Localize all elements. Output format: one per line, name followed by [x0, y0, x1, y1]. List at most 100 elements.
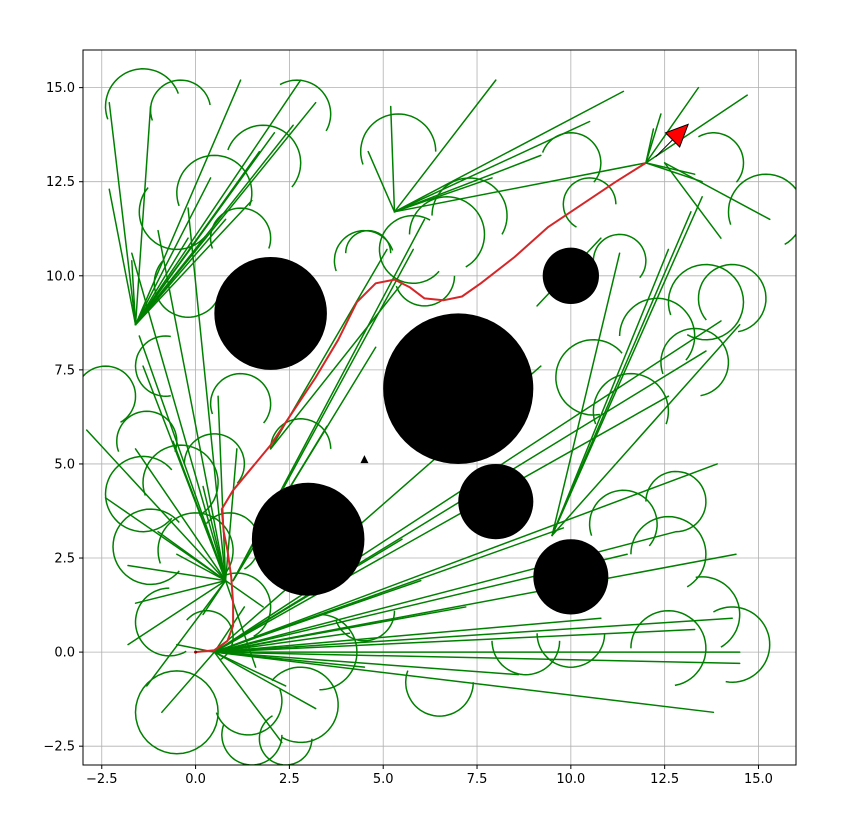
tree-branch	[645, 113, 662, 164]
tree-turn-arc	[618, 297, 696, 361]
tree-turn-arc	[588, 489, 658, 547]
tree-turn-arc	[209, 207, 272, 249]
tree-branch	[146, 579, 227, 687]
tree-turn-arc	[112, 508, 180, 586]
tree-branch	[187, 207, 227, 582]
tree-turn-arc	[695, 576, 741, 648]
tree-turn-arc	[555, 339, 623, 416]
x-tick-label: 5.0	[373, 772, 394, 787]
tree-branch	[393, 79, 497, 213]
tree-branch	[393, 154, 542, 213]
tree-branch	[134, 199, 253, 326]
tree-branch	[551, 323, 741, 537]
tree-branch	[213, 651, 715, 714]
x-tick-label: −2.5	[86, 772, 118, 787]
tree-turn-arc	[279, 79, 332, 132]
tree-branch	[393, 90, 625, 213]
tree-branch	[213, 651, 520, 676]
tree-turn-arc	[645, 470, 707, 533]
tree-turn-arc	[134, 587, 187, 657]
tree-branch	[393, 177, 493, 213]
tree-turn-arc	[134, 670, 219, 755]
tree-branch	[213, 651, 366, 668]
obstacle-circle	[542, 247, 599, 305]
tree-branch	[134, 579, 227, 604]
tree-turn-arc	[83, 365, 137, 423]
tree-turn-arc	[142, 444, 219, 517]
tree-turn-arc	[258, 715, 313, 765]
y-tick-label: 2.5	[54, 552, 75, 567]
tree-turn-arc	[335, 610, 396, 642]
tree-branch	[213, 628, 696, 653]
x-tick-label: 7.5	[467, 772, 488, 787]
tree-turn-arc	[630, 609, 707, 687]
tree-turn-arc	[227, 124, 302, 188]
tree-branch	[551, 248, 670, 537]
tree-branch	[138, 335, 227, 582]
tree-turn-arc	[536, 633, 606, 668]
tree-turn-arc	[269, 418, 332, 449]
y-tick-label: −2.5	[43, 740, 75, 755]
tree-turn-arc	[660, 327, 730, 397]
solution-path-layer	[195, 162, 647, 654]
tree-branch	[134, 101, 317, 326]
tree-branch	[134, 79, 302, 326]
tree-turn-arc	[491, 640, 561, 676]
y-tick-label: 7.5	[54, 363, 75, 378]
markers	[194, 123, 690, 654]
tree-branch	[213, 606, 246, 653]
tree-branch	[142, 365, 227, 582]
y-tick-label: 0.0	[54, 646, 75, 661]
tree-branch	[134, 448, 227, 582]
tree-branch	[108, 188, 137, 326]
tree-branch	[367, 150, 396, 213]
tree-branch	[224, 448, 238, 582]
solution-path	[195, 162, 647, 654]
tree-branch	[213, 530, 677, 653]
tree-turn-arc	[153, 261, 221, 318]
tree-branch	[134, 79, 242, 326]
tree-branch	[663, 162, 722, 239]
tree-branch	[127, 579, 227, 646]
tree-branch	[176, 553, 227, 582]
tree-turn-arc	[697, 263, 767, 333]
tree-branch	[224, 579, 257, 668]
tree-branch	[663, 162, 771, 221]
tree-turn-arc	[176, 154, 253, 207]
obstacle-circle	[214, 256, 327, 370]
obstacle-circle	[458, 463, 534, 540]
obstacle-circle	[383, 313, 534, 464]
tree-branch	[131, 259, 137, 326]
tree-turn-arc	[404, 670, 475, 717]
tree-turn-arc	[630, 515, 707, 588]
tree-turn-arc	[219, 572, 272, 637]
tree-turn-arc	[116, 410, 178, 452]
tree-turn-arc	[395, 275, 456, 307]
tree-branch	[213, 651, 741, 665]
tree-branch	[393, 162, 647, 213]
tree-branch	[213, 651, 287, 687]
obstacle-circle	[533, 539, 609, 615]
tree-branch	[213, 651, 317, 710]
tree-branch	[217, 395, 227, 582]
tree-branch	[108, 101, 137, 326]
exploration-tree	[83, 68, 796, 765]
tree-branch	[269, 282, 403, 450]
x-tick-label: 15.0	[744, 772, 773, 787]
x-tick-label: 10.0	[556, 772, 585, 787]
axis-ticks: −2.5 0.0 2.5 5.0 7.5 10.0 12.5 15.0 −2.5 0.0 2.5 5.…	[43, 81, 773, 787]
tree-branch	[645, 86, 700, 164]
tree-branch	[551, 196, 703, 537]
tree-turn-arc	[104, 68, 179, 120]
tree-turn-arc	[319, 613, 358, 691]
tree-branch	[213, 651, 283, 744]
tree-turn-arc	[667, 263, 745, 341]
tree-turn-arc	[713, 606, 771, 683]
tree-turn-arc	[698, 132, 745, 183]
tree-branch	[645, 162, 696, 175]
tree-turn-arc	[104, 455, 173, 533]
tree-branch	[389, 105, 396, 213]
tree-branch	[134, 105, 152, 326]
start-point	[194, 650, 198, 654]
tree-turn-arc	[592, 233, 647, 279]
